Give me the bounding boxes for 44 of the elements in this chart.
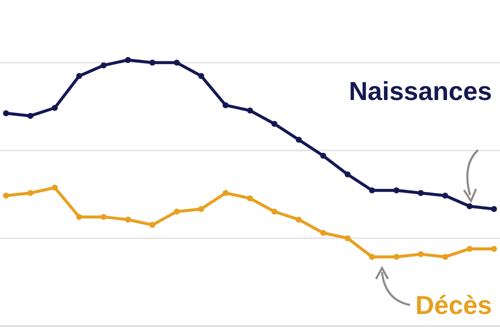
point <box>344 171 351 178</box>
point <box>27 190 34 196</box>
point <box>76 72 82 79</box>
point <box>52 104 58 111</box>
point <box>149 222 156 228</box>
point <box>418 190 424 196</box>
point <box>296 136 302 143</box>
point <box>3 192 9 199</box>
point <box>320 152 326 159</box>
point <box>198 72 204 79</box>
point <box>369 187 375 194</box>
point <box>491 206 497 212</box>
point <box>296 216 302 223</box>
point <box>100 214 107 220</box>
point <box>125 216 131 223</box>
point <box>466 246 473 252</box>
point <box>198 206 204 212</box>
text: Naissances <box>348 76 492 106</box>
point <box>100 62 107 68</box>
point <box>247 195 253 202</box>
point <box>149 60 156 66</box>
point <box>174 208 180 215</box>
point <box>393 187 400 194</box>
point <box>125 57 131 63</box>
point <box>52 184 58 191</box>
point <box>247 108 253 114</box>
point <box>491 246 497 252</box>
point <box>174 60 180 66</box>
point <box>27 112 34 119</box>
point <box>76 214 82 220</box>
series-label: Décès <box>415 290 492 320</box>
point <box>320 230 326 236</box>
point <box>466 203 473 210</box>
point <box>442 192 448 199</box>
point <box>271 208 278 215</box>
point <box>3 110 9 116</box>
point <box>418 251 424 258</box>
point <box>222 102 229 108</box>
point <box>222 190 229 196</box>
point <box>369 254 375 260</box>
point <box>442 254 448 260</box>
point <box>271 120 278 127</box>
point <box>344 235 351 242</box>
point <box>393 254 400 260</box>
